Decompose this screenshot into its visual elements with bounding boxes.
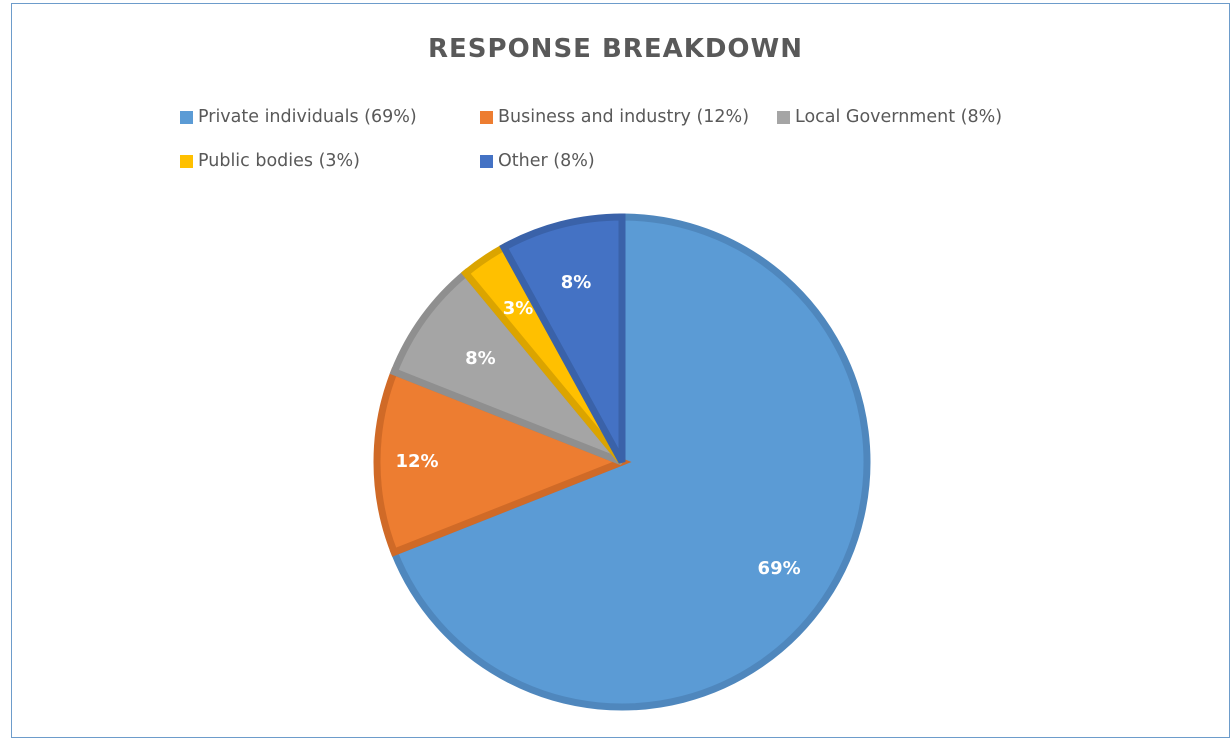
chart-title: RESPONSE BREAKDOWN — [428, 34, 803, 64]
data-label-private-individuals: 69% — [758, 558, 801, 579]
legend-swatch-other — [480, 154, 493, 168]
legend-label-other: Other (8%) — [498, 151, 595, 171]
legend-label-local-government: Local Government (8%) — [795, 107, 1003, 127]
data-label-local-government: 8% — [465, 348, 496, 369]
data-label-business-and-industry: 12% — [395, 451, 438, 472]
legend-item-local-government: Local Government (8%) — [777, 107, 1002, 127]
data-label-other: 8% — [561, 272, 592, 293]
legend-label-private-individuals: Private individuals (69%) — [198, 107, 417, 127]
pie-slice-other — [499, 213, 626, 464]
data-label-public-bodies: 3% — [503, 298, 534, 319]
legend-swatch-public-bodies — [180, 154, 193, 168]
legend-item-private-individuals: Private individuals (69%) — [180, 107, 417, 127]
legend-swatch-local-government — [777, 110, 790, 124]
legend-item-business-and-industry: Business and industry (12%) — [480, 107, 749, 127]
legend-swatch-private-individuals — [180, 110, 193, 124]
legend-label-public-bodies: Public bodies (3%) — [198, 151, 361, 171]
legend-item-other: Other (8%) — [480, 151, 595, 171]
pie-slice-local-government — [389, 268, 625, 466]
pie-slice-business-and-industry — [373, 367, 632, 557]
legend-label-business-and-industry: Business and industry (12%) — [498, 107, 750, 127]
legend-swatch-business-and-industry — [480, 110, 493, 124]
legend-item-public-bodies: Public bodies (3%) — [180, 151, 360, 171]
